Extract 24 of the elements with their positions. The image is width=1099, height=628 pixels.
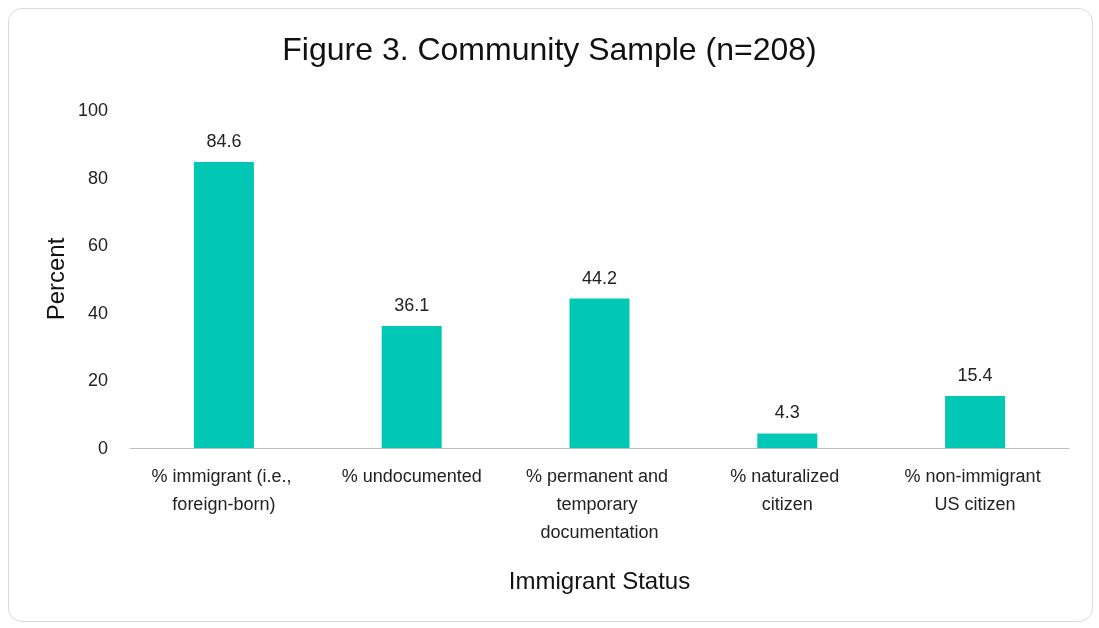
y-tick-label: 20 — [87, 370, 108, 391]
x-tick-label: % permanent and temporary documentation — [525, 466, 674, 542]
x-tick-label: % immigrant (i.e., foreign-born) — [151, 466, 297, 514]
x-tick-label: % undocumented — [341, 466, 482, 486]
x-tick-label: % non-immigrant US citizen — [904, 466, 1046, 514]
data-label: 15.4 — [957, 364, 993, 385]
y-tick-label: 80 — [87, 167, 108, 188]
y-tick-label: 100 — [77, 100, 108, 120]
y-tick-label: 0 — [97, 438, 108, 458]
bar — [193, 162, 254, 448]
y-axis-title: Percent — [41, 237, 69, 321]
data-label: 4.3 — [774, 402, 800, 423]
bar — [569, 298, 630, 448]
y-tick-label: 40 — [87, 302, 108, 323]
data-label: 36.1 — [394, 294, 430, 315]
bar — [381, 325, 442, 448]
chart-title: Figure 3. Community Sample (n=208) — [282, 31, 817, 67]
data-label: 84.6 — [206, 131, 242, 152]
bar — [945, 395, 1006, 448]
bar — [757, 433, 818, 448]
data-label: 44.2 — [581, 267, 618, 288]
x-axis-title: Immigrant Status — [508, 566, 691, 594]
x-tick-label: % naturalized citizen — [730, 466, 845, 514]
y-tick-label: 60 — [87, 235, 108, 256]
